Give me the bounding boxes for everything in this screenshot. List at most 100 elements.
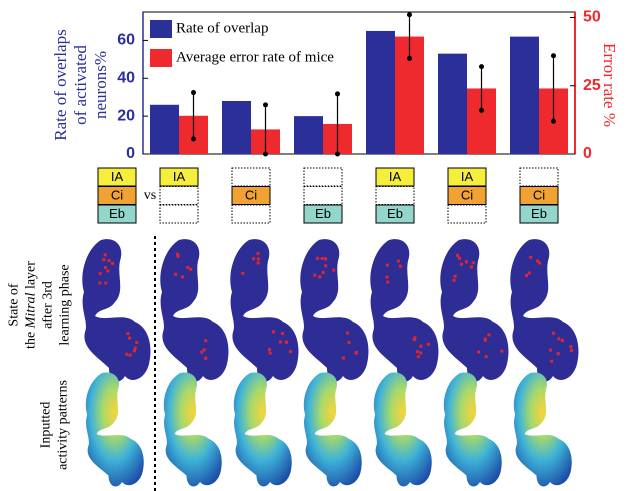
active-neuron bbox=[399, 265, 402, 268]
active-neuron bbox=[557, 352, 560, 355]
mitral-shape bbox=[510, 239, 578, 381]
active-neuron bbox=[470, 265, 473, 268]
active-neuron bbox=[570, 349, 573, 352]
active-neuron bbox=[529, 256, 532, 259]
activity-map bbox=[514, 372, 572, 486]
empty-slot bbox=[304, 168, 342, 186]
row-label: the Mitral layer bbox=[24, 261, 39, 349]
active-neuron bbox=[549, 349, 552, 352]
y-axis-title: of activated bbox=[71, 45, 90, 125]
active-neuron bbox=[135, 341, 138, 344]
odor-label: IA bbox=[111, 169, 124, 184]
mitral-shape bbox=[230, 239, 298, 381]
active-neuron bbox=[279, 340, 282, 343]
error-cap bbox=[335, 91, 340, 96]
mitral-shape bbox=[440, 239, 508, 381]
active-neuron bbox=[181, 275, 184, 278]
active-neuron bbox=[477, 351, 480, 354]
mitral-shape bbox=[82, 239, 150, 381]
activity-map bbox=[234, 372, 292, 486]
y2-tick-label: 0 bbox=[583, 145, 592, 162]
active-neuron bbox=[111, 262, 114, 265]
active-neuron bbox=[322, 271, 325, 274]
active-neuron bbox=[268, 348, 271, 351]
y2-axis-title: Error rate % bbox=[600, 43, 619, 127]
row-label-part: the bbox=[24, 328, 39, 349]
row-label: after 3rd bbox=[41, 281, 56, 329]
active-neuron bbox=[204, 357, 207, 360]
y-tick-label: 20 bbox=[117, 107, 135, 124]
active-neuron bbox=[104, 282, 107, 285]
activity-map bbox=[444, 372, 502, 486]
odor-label: Ci bbox=[461, 187, 473, 202]
mitral-map bbox=[510, 239, 578, 381]
mitral-map bbox=[82, 239, 150, 381]
active-neuron bbox=[285, 341, 288, 344]
odor-label: Ci bbox=[245, 187, 257, 202]
active-neuron bbox=[419, 352, 422, 355]
bar bbox=[294, 116, 323, 154]
active-neuron bbox=[485, 355, 488, 358]
odor-label: Eb bbox=[531, 206, 547, 221]
odor-label: Eb bbox=[315, 206, 331, 221]
activity-shape bbox=[444, 372, 502, 486]
active-neuron bbox=[456, 254, 459, 257]
legend-label: Rate of overlap bbox=[176, 20, 268, 36]
empty-slot bbox=[232, 205, 270, 223]
error-cap bbox=[191, 90, 196, 95]
active-neuron bbox=[347, 341, 350, 344]
active-neuron bbox=[204, 339, 207, 342]
error-cap bbox=[263, 152, 268, 157]
active-neuron bbox=[200, 351, 203, 354]
vs-label: vs bbox=[144, 188, 156, 203]
active-neuron bbox=[272, 330, 275, 333]
error-cap bbox=[335, 152, 340, 157]
active-neuron bbox=[413, 336, 416, 339]
active-neuron bbox=[487, 333, 490, 336]
activity-map bbox=[304, 372, 362, 486]
active-neuron bbox=[106, 269, 109, 272]
row-label: activity patterns bbox=[56, 380, 71, 470]
figure: 020406002550Rate of overlapsof activated… bbox=[0, 0, 626, 491]
active-neuron bbox=[458, 257, 461, 260]
y-tick-label: 40 bbox=[117, 69, 135, 86]
active-neuron bbox=[525, 274, 528, 277]
bar bbox=[150, 105, 179, 154]
mitral-map bbox=[230, 239, 298, 381]
activity-shape bbox=[234, 372, 292, 486]
active-neuron bbox=[129, 354, 132, 357]
activity-shape bbox=[304, 372, 362, 486]
active-neuron bbox=[552, 332, 555, 335]
active-neuron bbox=[419, 345, 422, 348]
active-neuron bbox=[98, 281, 101, 284]
active-neuron bbox=[189, 268, 192, 271]
bar bbox=[438, 54, 467, 154]
active-neuron bbox=[257, 257, 260, 260]
activity-shape bbox=[164, 372, 222, 486]
odor-label: IA bbox=[389, 169, 402, 184]
mitral-shape bbox=[370, 239, 438, 381]
activity-shape bbox=[86, 372, 144, 486]
legend-swatch bbox=[150, 20, 172, 38]
row-label: Inputted bbox=[39, 402, 54, 449]
active-neuron bbox=[174, 273, 177, 276]
active-neuron bbox=[569, 345, 572, 348]
mitral-shape bbox=[160, 239, 228, 381]
odor-label: Eb bbox=[387, 206, 403, 221]
mitral-map bbox=[440, 239, 508, 381]
active-neuron bbox=[550, 360, 553, 363]
mitral-map bbox=[370, 239, 438, 381]
active-neuron bbox=[316, 257, 319, 260]
y2-tick-label: 25 bbox=[583, 77, 601, 94]
active-neuron bbox=[241, 272, 244, 275]
active-neuron bbox=[104, 253, 107, 256]
mitral-map bbox=[160, 239, 228, 381]
active-neuron bbox=[102, 258, 105, 261]
active-neuron bbox=[332, 269, 335, 272]
active-neuron bbox=[133, 349, 136, 352]
active-neuron bbox=[252, 257, 255, 260]
bar bbox=[222, 101, 251, 154]
bar bbox=[366, 31, 395, 154]
active-neuron bbox=[289, 350, 292, 353]
empty-slot bbox=[160, 187, 198, 205]
